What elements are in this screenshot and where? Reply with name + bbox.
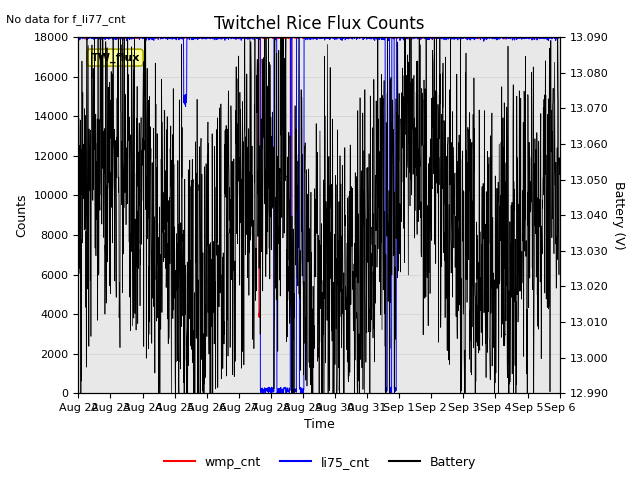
Y-axis label: Counts: Counts xyxy=(15,193,28,237)
Y-axis label: Battery (V): Battery (V) xyxy=(612,181,625,250)
Text: No data for f_li77_cnt: No data for f_li77_cnt xyxy=(6,14,126,25)
Legend: wmp_cnt, li75_cnt, Battery: wmp_cnt, li75_cnt, Battery xyxy=(159,451,481,474)
X-axis label: Time: Time xyxy=(303,419,334,432)
Title: Twitchel Rice Flux Counts: Twitchel Rice Flux Counts xyxy=(214,15,424,33)
Text: TW_flux: TW_flux xyxy=(90,52,140,63)
